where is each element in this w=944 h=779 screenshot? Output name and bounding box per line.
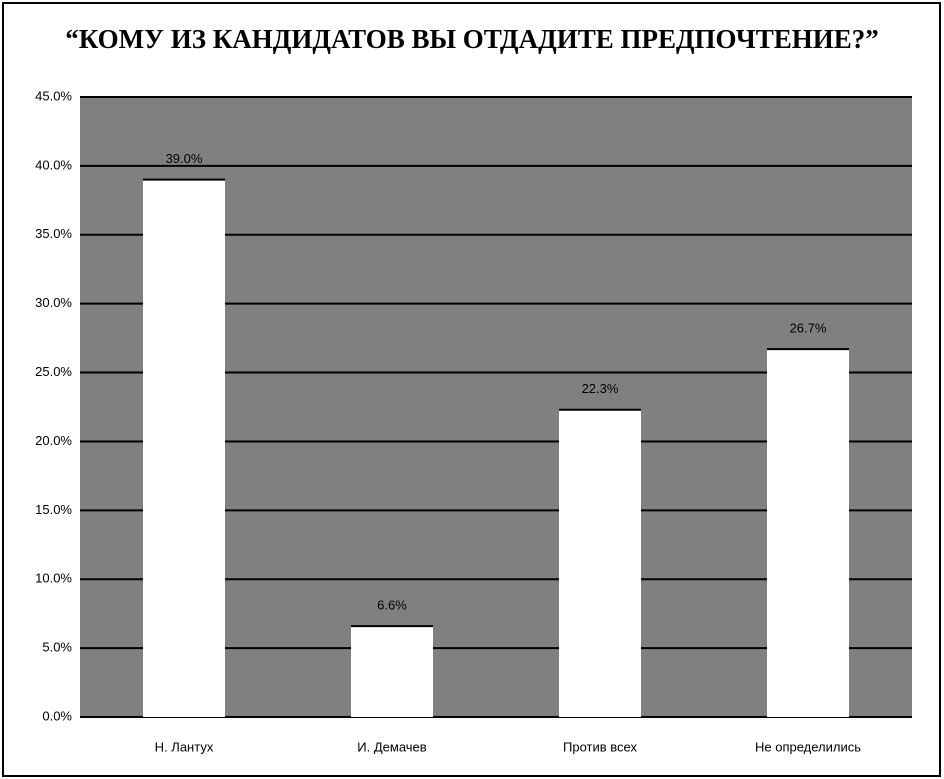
value-label: 6.6% [377, 598, 407, 613]
bar [351, 626, 433, 717]
y-tick-label: 35.0% [35, 226, 72, 241]
value-label: 26.7% [790, 321, 827, 336]
chart-title: “КОМУ ИЗ КАНДИДАТОВ ВЫ ОТДАДИТЕ ПРЕДПОЧТ… [65, 24, 878, 54]
bar [559, 409, 641, 717]
x-tick-label: Н. Лантух [155, 739, 214, 754]
y-tick-label: 25.0% [35, 364, 72, 379]
value-label: 22.3% [582, 381, 619, 396]
y-tick-label: 30.0% [35, 295, 72, 310]
x-tick-label: Не определились [755, 739, 861, 754]
x-tick-label: И. Демачев [357, 739, 426, 754]
y-tick-label: 20.0% [35, 433, 72, 448]
value-label: 39.0% [166, 151, 203, 166]
bar [143, 179, 225, 717]
y-tick-label: 40.0% [35, 157, 72, 172]
bar [767, 349, 849, 717]
y-tick-label: 5.0% [42, 640, 72, 655]
y-tick-label: 0.0% [42, 708, 72, 723]
y-tick-label: 10.0% [35, 571, 72, 586]
y-tick-label: 45.0% [35, 88, 72, 103]
x-tick-label: Против всех [563, 739, 637, 754]
y-tick-label: 15.0% [35, 502, 72, 517]
